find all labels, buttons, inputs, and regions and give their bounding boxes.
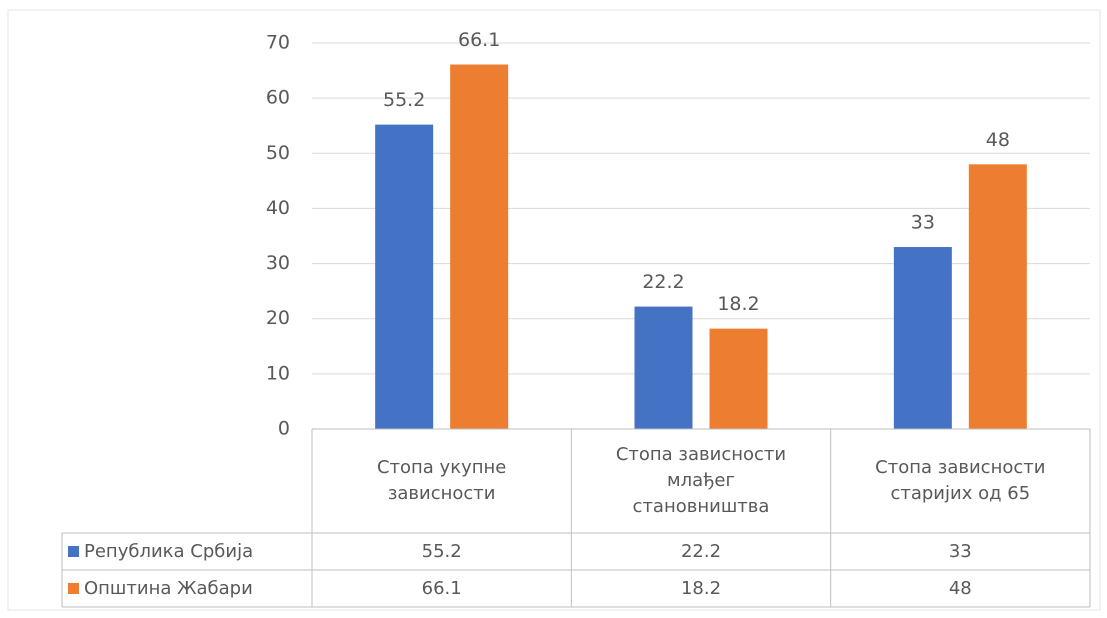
y-tick-label: 70 xyxy=(266,32,290,54)
y-tick-label: 50 xyxy=(266,142,290,164)
x-tick-label: Стопа зависности млађег становништва xyxy=(615,444,787,517)
data-label: 55.2 xyxy=(383,89,425,111)
bar xyxy=(450,64,509,430)
table-value: 18.2 xyxy=(680,577,722,599)
table-value: 48 xyxy=(948,577,972,599)
legend-item: Општина Жабари xyxy=(68,570,253,607)
x-tick-label-cell: Стопа укупне зависности xyxy=(312,429,571,533)
bar xyxy=(709,328,768,429)
table-value: 66.1 xyxy=(421,577,462,599)
table-value: 33 xyxy=(948,540,972,562)
x-tick-label: Стопа укупне зависности xyxy=(376,457,507,504)
y-tick-label: 20 xyxy=(266,307,290,329)
bar xyxy=(634,306,693,429)
x-tick-label-cell: Стопа зависности старијих од 65 xyxy=(831,429,1090,533)
legend-swatch xyxy=(68,583,79,594)
legend-item: Република Србија xyxy=(68,533,253,570)
bar xyxy=(968,164,1027,430)
data-label: 66.1 xyxy=(458,29,500,51)
table-value: 22.2 xyxy=(680,540,722,562)
y-tick-label: 30 xyxy=(266,252,290,274)
legend-label: Република Србија xyxy=(84,541,254,562)
data-label: 22.2 xyxy=(642,271,684,293)
y-tick-label: 0 xyxy=(278,418,290,440)
bar xyxy=(375,124,434,430)
chart-border xyxy=(7,9,1101,611)
legend-swatch xyxy=(68,546,79,557)
x-tick-label-cell: Стопа зависности млађег становништва xyxy=(571,429,830,533)
legend-label: Општина Жабари xyxy=(84,578,253,599)
y-tick-label: 10 xyxy=(266,362,290,384)
data-label: 48 xyxy=(986,129,1010,151)
data-label: 33 xyxy=(911,212,935,234)
y-tick-label: 60 xyxy=(266,87,290,109)
bar xyxy=(893,247,952,429)
table-value: 55.2 xyxy=(421,540,462,562)
data-label: 18.2 xyxy=(717,293,759,315)
y-tick-label: 40 xyxy=(266,197,290,219)
x-tick-label: Стопа зависности старијих од 65 xyxy=(875,457,1046,504)
